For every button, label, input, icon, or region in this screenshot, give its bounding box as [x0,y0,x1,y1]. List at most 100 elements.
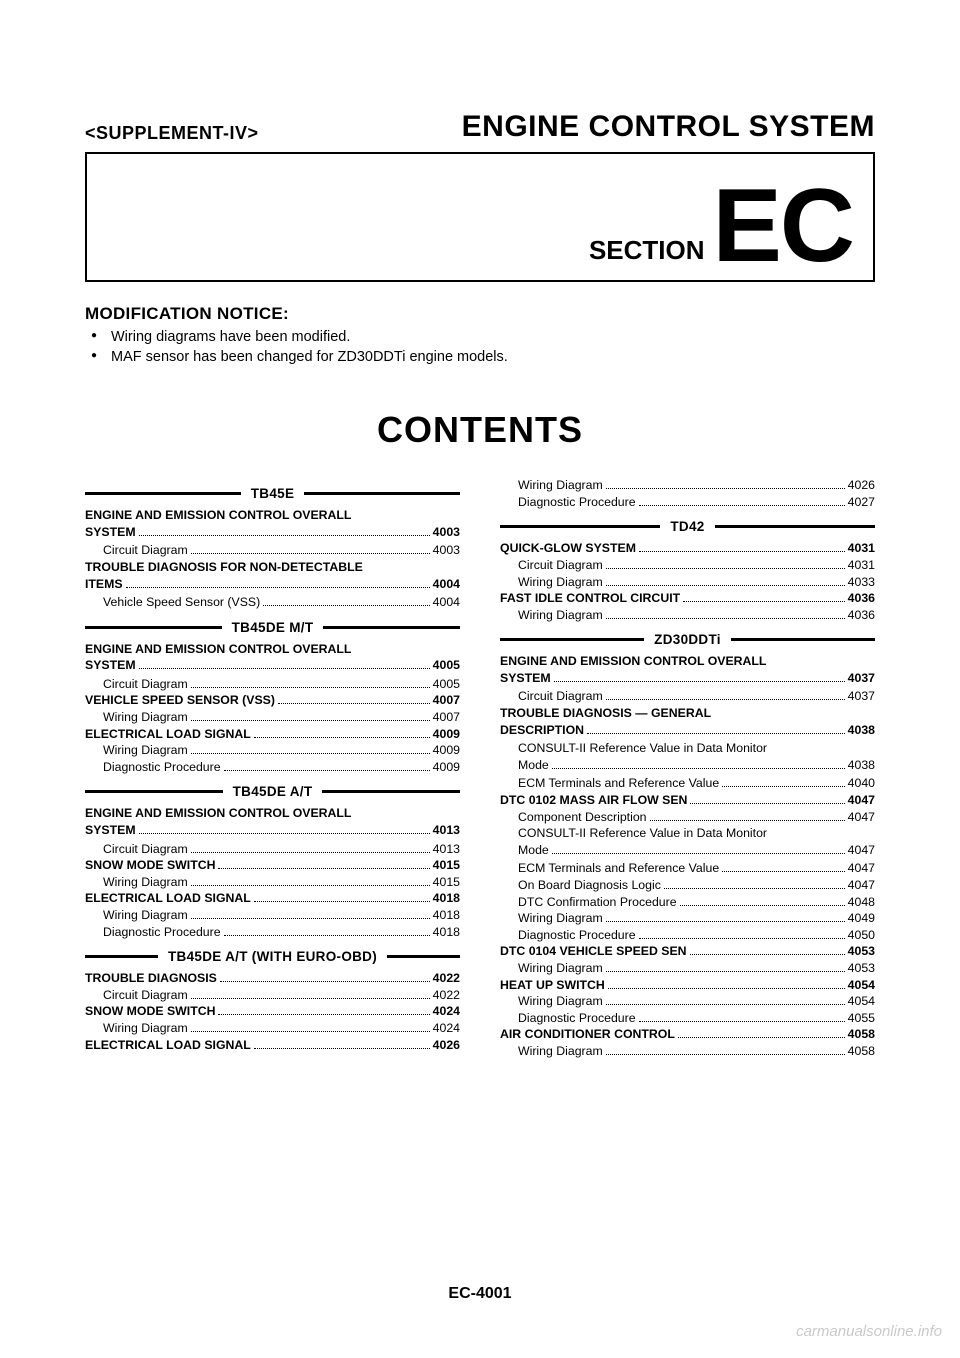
toc-dots [587,733,845,734]
toc-entry-l1-wrap: TROUBLE DIAGNOSIS — GENERALDESCRIPTION40… [500,705,875,738]
toc-label: SYSTEM [85,524,136,541]
toc-page: 4047 [848,860,875,877]
toc-entry-l2: Diagnostic Procedure4018 [85,924,460,941]
toc-subheading: ZD30DDTi [500,632,875,647]
toc-tail-row: Mode4047 [500,842,875,859]
toc-dots [224,935,430,936]
toc-label: Wiring Diagram [103,742,188,759]
toc-tail-row: Mode4038 [500,757,875,774]
toc-label: Circuit Diagram [103,676,188,693]
toc-page: 4018 [433,890,460,907]
toc-subheading-text: TD42 [670,519,704,534]
document-page: <SUPPLEMENT-IV> ENGINE CONTROL SYSTEM SE… [0,0,960,1358]
rule-left [85,626,222,629]
toc-label: DESCRIPTION [500,722,584,739]
toc-dots [139,668,430,669]
toc-entry-l2: Circuit Diagram4005 [85,676,460,693]
toc-dots [690,954,845,955]
toc-dots [191,918,430,919]
toc-label: Wiring Diagram [518,993,603,1010]
toc-dots [678,1037,845,1038]
toc-subheading: TB45E [85,486,460,501]
toc-page: 4055 [848,1010,875,1027]
toc-page: 4047 [848,792,875,809]
toc-page: 4009 [433,759,460,776]
toc-entry-l1: SNOW MODE SWITCH4024 [85,1003,460,1020]
contents-title: CONTENTS [85,409,875,451]
toc-dots [608,988,845,989]
toc-page: 4040 [848,775,875,792]
toc-page: 4026 [848,477,875,494]
toc-page: 4049 [848,910,875,927]
toc-label: Wiring Diagram [518,574,603,591]
rule-left [85,955,158,958]
rule-left [500,638,644,641]
toc-dots [606,618,845,619]
toc-page: 4003 [433,524,460,541]
toc-label: DTC Confirmation Procedure [518,894,677,911]
toc-entry-l2: Wiring Diagram4015 [85,874,460,891]
toc-dots [218,1014,429,1015]
toc-label: Diagnostic Procedure [103,759,221,776]
toc-dots [139,833,430,834]
toc-page: 4036 [848,607,875,624]
toc-page: 4054 [848,993,875,1010]
toc-tail-row: ITEMS4004 [85,576,460,593]
toc-entry-l2: Diagnostic Procedure4050 [500,927,875,944]
toc-label: Wiring Diagram [103,874,188,891]
toc-page: 4050 [848,927,875,944]
toc-dots [218,868,429,869]
toc-dots [606,488,845,489]
toc-label: Diagnostic Procedure [518,1010,636,1027]
toc-label: AIR CONDITIONER CONTROL [500,1026,675,1043]
toc-entry-l2: Component Description4047 [500,809,875,826]
toc-entry-l1-wrap: ENGINE AND EMISSION CONTROL OVERALLSYSTE… [85,507,460,540]
toc-page: 4047 [848,877,875,894]
modification-notice: MODIFICATION NOTICE: Wiring diagrams hav… [85,304,875,367]
toc-label: VEHICLE SPEED SENSOR (VSS) [85,692,275,709]
toc-label: SYSTEM [500,670,551,687]
modification-item: MAF sensor has been changed for ZD30DDTi… [85,348,875,368]
toc-dots [639,551,845,552]
toc-label: Wiring Diagram [103,907,188,924]
toc-subheading-text: TB45E [251,486,295,501]
toc-dots [224,770,430,771]
toc-columns: TB45E ENGINE AND EMISSION CONTROL OVERALL… [85,477,875,1059]
toc-label-row: TROUBLE DIAGNOSIS FOR NON-DETECTABLE [85,559,460,576]
toc-label: Circuit Diagram [518,688,603,705]
toc-page: 4058 [848,1026,875,1043]
toc-entry-l2: Wiring Diagram4024 [85,1020,460,1037]
toc-entry-l1: DTC 0102 MASS AIR FLOW SEN4047 [500,792,875,809]
toc-page: 4038 [848,757,875,774]
toc-dots [126,587,430,588]
toc-label-row: ENGINE AND EMISSION CONTROL OVERALL [85,805,460,822]
toc-dots [639,505,845,506]
toc-entry-l2: ECM Terminals and Reference Value4047 [500,860,875,877]
toc-dots [606,1054,845,1055]
toc-entry-l1-wrap: TROUBLE DIAGNOSIS FOR NON-DETECTABLEITEM… [85,559,460,592]
toc-page: 4013 [433,841,460,858]
toc-entry-l1: ELECTRICAL LOAD SIGNAL4018 [85,890,460,907]
toc-label: SNOW MODE SWITCH [85,857,215,874]
rule-left [85,790,223,793]
toc-page: 4027 [848,494,875,511]
toc-subheading: TB45DE M/T [85,620,460,635]
page-title: ENGINE CONTROL SYSTEM [462,110,875,144]
toc-entry-l2: ECM Terminals and Reference Value4040 [500,775,875,792]
toc-label-row: TROUBLE DIAGNOSIS — GENERAL [500,705,875,722]
toc-label: Circuit Diagram [518,557,603,574]
toc-page: 4054 [848,977,875,994]
toc-entry-l2: DTC Confirmation Procedure4048 [500,894,875,911]
toc-dots [680,905,845,906]
toc-dots [191,753,430,754]
toc-page: 4004 [433,576,460,593]
toc-entry-l2: Circuit Diagram4022 [85,987,460,1004]
toc-dots [191,1031,430,1032]
rule-right [322,790,460,793]
toc-page: 4022 [433,987,460,1004]
toc-entry-l2: Circuit Diagram4031 [500,557,875,574]
toc-label-row: CONSULT-II Reference Value in Data Monit… [500,825,875,842]
toc-dots [191,885,430,886]
toc-label: HEAT UP SWITCH [500,977,605,994]
toc-dots [254,737,430,738]
